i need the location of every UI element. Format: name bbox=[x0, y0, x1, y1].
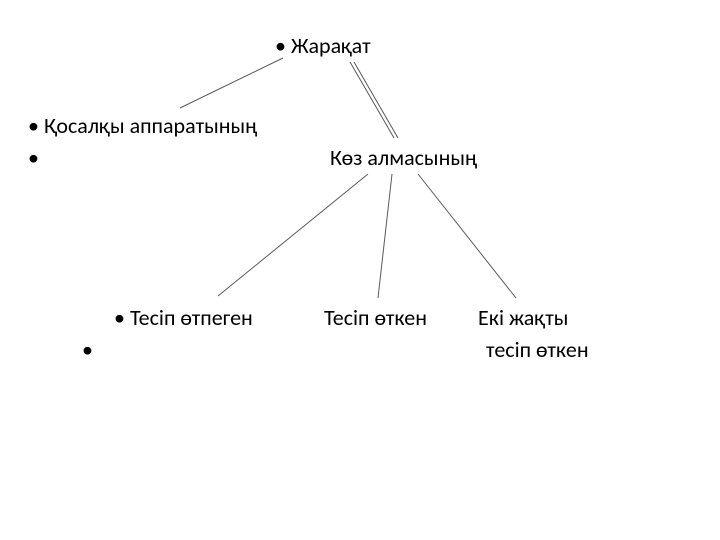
node-c3a: Екі жақты bbox=[478, 304, 568, 331]
edge-root-left1 bbox=[180, 58, 283, 108]
edge-right1-c2 bbox=[378, 174, 392, 298]
node-emptyb bbox=[28, 144, 39, 171]
node-emptyb2 bbox=[82, 336, 93, 363]
node-root: Жарақат bbox=[275, 32, 371, 59]
edge-right1-c3 bbox=[418, 174, 516, 298]
node-left1: Қосалқы аппаратының bbox=[28, 112, 257, 139]
node-right1: Көз алмасының bbox=[330, 144, 477, 171]
connector-layer bbox=[0, 0, 720, 540]
node-c1: Тесіп өтпеген bbox=[114, 304, 253, 331]
edge-right1-c1 bbox=[218, 174, 368, 296]
edge-root-right1 bbox=[350, 62, 394, 138]
node-c2: Тесіп өткен bbox=[324, 304, 427, 331]
edge-root-right1-b bbox=[354, 62, 398, 138]
node-c3b: тесіп өткен bbox=[486, 336, 589, 363]
